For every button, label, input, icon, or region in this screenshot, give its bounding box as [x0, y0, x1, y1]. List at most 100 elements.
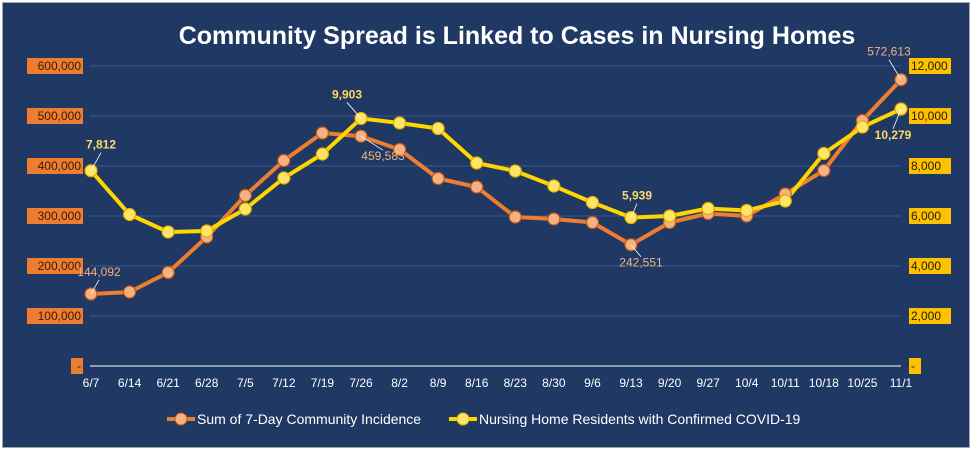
left-tick: 500,000 [27, 108, 83, 124]
right-tick: 4,000 [909, 258, 951, 274]
right-tick: 12,000 [909, 58, 951, 74]
leader-line [360, 135, 384, 151]
nursing-home-point [855, 120, 870, 134]
legend-swatch-marker [456, 412, 470, 426]
right-tick: 8,000 [909, 158, 951, 174]
series-line [89, 107, 902, 234]
leader-line [630, 244, 642, 257]
data-label: 242,551 [619, 244, 663, 270]
right-tick-box [909, 258, 951, 274]
left-axis-ticks: - 100,000 200,000 300,000 400,000 500,000 600,… [27, 58, 83, 374]
nursing-home-point [701, 201, 715, 216]
left-tick: 600,000 [27, 58, 83, 74]
right-tick-label: 2,000 [911, 309, 941, 323]
right-tick-box [909, 308, 951, 324]
nursing-home-point [122, 207, 137, 222]
incidence-point [315, 126, 330, 140]
right-tick-label: 4,000 [911, 259, 941, 273]
line-chart: Community Spread is Linked to Cases in N… [27, 22, 951, 427]
incidence-point [238, 188, 252, 203]
x-tick-label: 7/5 [237, 376, 254, 390]
right-tick: 2,000 [909, 308, 951, 324]
series-line [90, 78, 903, 296]
left-tick-box [27, 308, 83, 324]
left-tick-box [27, 208, 83, 224]
incidence-point [585, 215, 600, 230]
left-tick: 200,000 [27, 258, 83, 274]
nursing-home-point [315, 147, 330, 161]
legend-label: Nursing Home Residents with Confirmed CO… [479, 411, 801, 427]
x-tick-label: 9/13 [619, 376, 643, 390]
legend-item: Sum of 7-Day Community Incidence [167, 411, 421, 427]
incidence-point [431, 171, 445, 186]
x-tick-label: 10/18 [809, 376, 839, 390]
incidence-point [161, 265, 175, 280]
right-tick-box [909, 208, 951, 224]
incidence-point [392, 142, 407, 157]
nursing-home-point [508, 164, 522, 178]
nursing-home-point [392, 116, 407, 130]
x-tick-label: 8/16 [465, 376, 489, 390]
x-tick-label: 9/6 [584, 376, 601, 390]
x-tick-label: 9/20 [658, 376, 682, 390]
left-tick-label: 300,000 [38, 209, 82, 223]
x-tick-label: 11/1 [890, 376, 913, 390]
nursing-home-point [238, 202, 252, 216]
incidence-point [122, 285, 137, 299]
right-tick: 10,000 [909, 108, 951, 124]
leader-line [892, 108, 902, 130]
x-tick-label: 6/21 [156, 376, 180, 390]
series-lines [89, 78, 903, 296]
left-tick-label: 100,000 [38, 309, 82, 323]
data-label: 10,279 [875, 108, 912, 142]
nursing-home-point [470, 156, 484, 170]
right-tick: 6,000 [909, 208, 951, 224]
left-tick-box [27, 158, 83, 174]
nursing-home-point [277, 171, 291, 185]
x-axis-ticks: 6/7 6/14 6/21 6/28 7/5 7/12 7/19 7/26 8/2 8/9 8/16… [83, 376, 913, 390]
left-tick-box [27, 58, 83, 74]
right-tick-label: 6,000 [911, 209, 941, 223]
right-axis-ticks: - 2,000 4,000 6,000 8,000 10,000 12,000 [909, 58, 951, 374]
nursing-home-point [547, 179, 561, 193]
incidence-point [470, 180, 484, 194]
x-tick-label: 10/4 [735, 376, 759, 390]
nursing-home-point [161, 225, 175, 239]
nursing-home-point [817, 146, 831, 161]
right-tick-box [909, 358, 921, 374]
x-tick-label: 6/7 [83, 376, 100, 390]
data-label: 5,939 [622, 189, 652, 218]
x-tick-label: 8/2 [391, 376, 408, 390]
right-tick-label: 8,000 [911, 159, 941, 173]
nursing-home-point [431, 121, 445, 136]
left-tick-box [27, 108, 83, 124]
right-tick-label: 12,000 [911, 59, 948, 73]
data-label: 459,583 [360, 135, 405, 163]
right-tick-box [909, 108, 951, 124]
x-tick-label: 10/11 [771, 376, 800, 390]
nursing-home-point [778, 194, 792, 208]
left-tick-label: 500,000 [38, 109, 82, 123]
leader-line [90, 279, 100, 295]
data-label-text: 572,613 [867, 45, 911, 59]
chart-title: Community Spread is Linked to Cases in N… [179, 22, 856, 50]
data-label: 144,092 [77, 265, 121, 295]
legend-label: Sum of 7-Day Community Incidence [197, 411, 421, 427]
x-tick-label: 7/26 [349, 376, 373, 390]
x-tick-label: 9/27 [696, 376, 720, 390]
incidence-point [508, 210, 522, 224]
x-tick-label: 8/23 [504, 376, 528, 390]
left-tick-box [71, 358, 83, 374]
data-label-text: 459,583 [361, 149, 405, 163]
data-label-text: 7,812 [86, 138, 116, 152]
data-label: 7,812 [86, 138, 116, 171]
right-tick-label: 10,000 [911, 109, 948, 123]
leader-line [346, 102, 362, 119]
incidence-point [817, 163, 831, 178]
left-tick-label: 600,000 [38, 59, 82, 73]
left-tick-label: - [77, 359, 81, 373]
left-tick-label: 200,000 [38, 259, 82, 273]
left-tick: 100,000 [27, 308, 83, 324]
nursing-home-point [740, 203, 754, 218]
legend: Sum of 7-Day Community Incidence Nursing … [167, 411, 801, 427]
